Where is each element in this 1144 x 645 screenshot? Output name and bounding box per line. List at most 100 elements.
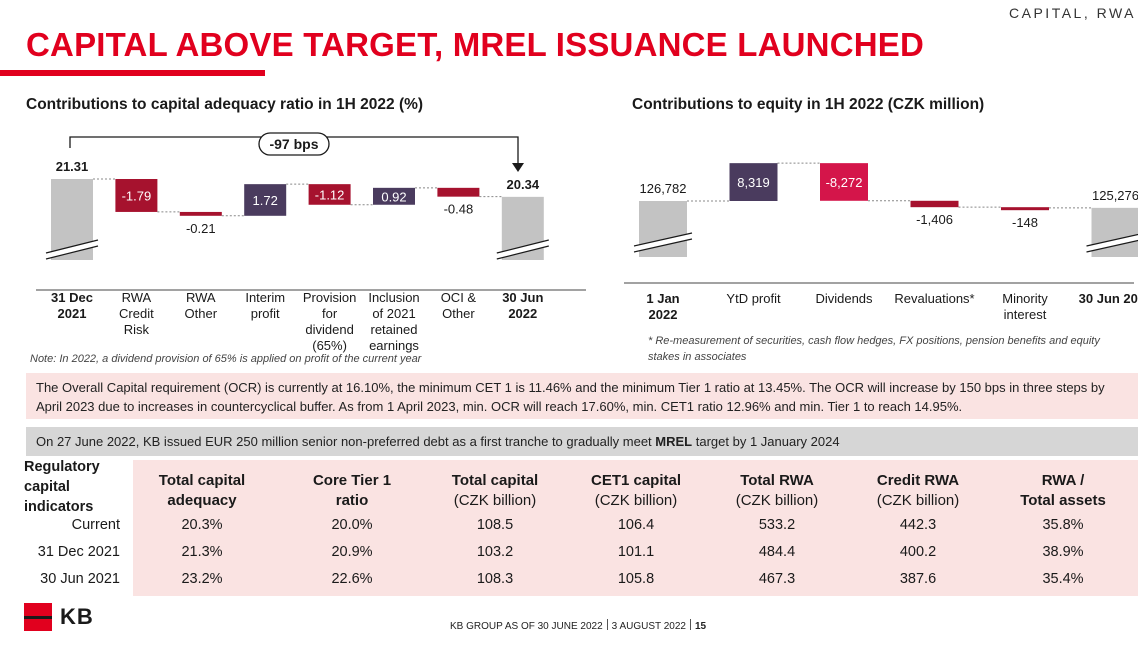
category-label: earnings	[369, 338, 419, 353]
table-cell: 35.4%	[1042, 571, 1084, 587]
table-column-header: RWA / Total assets	[988, 471, 1138, 511]
table-cell: 105.8	[617, 571, 655, 587]
footer: KB GROUP AS OF 30 JUNE 2022 3 AUGUST 2022…	[450, 619, 706, 632]
bar-value-label: -8,272	[826, 175, 863, 190]
waterfall-bar	[308, 184, 351, 205]
category-label: Revaluations*	[894, 291, 974, 306]
indicators-table-background	[133, 460, 1138, 596]
logo-text: KB	[60, 604, 94, 629]
table-column-header: Credit RWA (CZK billion)	[843, 471, 993, 511]
ocr-info-box: The Overall Capital requirement (OCR) is…	[26, 373, 1138, 419]
bar-value-label: -0.21	[186, 221, 216, 236]
column-header-line: ratio	[335, 492, 369, 509]
category-label: Interim	[245, 290, 285, 305]
table-row-label: 31 Dec 2021	[37, 544, 120, 560]
table-cell: 108.5	[476, 517, 514, 533]
table-cell: 467.3	[758, 571, 796, 587]
category-label: Other	[442, 306, 475, 321]
title-underline	[0, 70, 265, 76]
category-label: 30 Jun	[502, 290, 543, 305]
page-number: 15	[694, 621, 707, 632]
waterfall-bar	[1001, 207, 1049, 211]
column-header-line: Total capital	[451, 472, 539, 489]
table-cell: 387.6	[899, 571, 937, 587]
footer-date: 3 AUGUST 2022	[611, 621, 686, 632]
column-header-line: Total assets	[1020, 492, 1106, 509]
table-row-label: Current	[71, 517, 120, 533]
table-cell: 23.2%	[181, 571, 223, 587]
column-header-line: Credit RWA	[876, 472, 960, 489]
axis-break-line	[1086, 233, 1138, 247]
category-label: OCI &	[441, 290, 477, 305]
mrel-text-end: target by 1 January 2024	[692, 434, 840, 449]
axis-break-line	[496, 245, 549, 260]
table-cell: 103.2	[476, 544, 514, 560]
bracket-label-pill	[258, 132, 330, 156]
mrel-bold: MREL	[655, 434, 693, 449]
table-cell: 20.3%	[181, 517, 223, 533]
table-cell: 38.9%	[1042, 544, 1084, 560]
table-label-line: indicators	[24, 499, 94, 515]
category-label: Inclusion	[368, 290, 419, 305]
bracket-label: -97 bps	[269, 136, 318, 152]
category-label: dividend	[305, 322, 353, 337]
table-cell: 400.2	[899, 544, 937, 560]
waterfall-bar	[820, 163, 868, 201]
axis-break-line	[45, 245, 99, 260]
table-cell: 21.3%	[181, 544, 223, 560]
column-header-line: Total capital	[158, 472, 246, 489]
bracket-arrowhead	[512, 163, 524, 172]
table-row-label: 30 Jun 2021	[40, 571, 120, 587]
table-column-header: CET1 capital (CZK billion)	[561, 471, 711, 511]
table-cell: 20.9%	[331, 544, 373, 560]
table-cell: 533.2	[758, 517, 796, 533]
bar-value-label: -1.12	[315, 187, 345, 202]
column-header-line: adequacy	[167, 492, 237, 509]
equity-waterfall-chart: 126,782 8,319 -8,272 -1,406 -148 125,276 1 Jan…	[624, 162, 1138, 322]
table-label-line: Regulatory	[24, 459, 100, 475]
category-label: 2022	[508, 306, 537, 321]
axis-break-line	[633, 232, 693, 247]
section-tag: CAPITAL, RWA	[1009, 5, 1136, 21]
axis-break-gap	[1086, 234, 1138, 252]
table-column-header: Total capital (CZK billion)	[420, 471, 570, 511]
bar-value-label: 126,782	[640, 181, 687, 196]
table-label-line: capital	[24, 479, 70, 495]
waterfall-bar	[115, 179, 158, 212]
bar-value-label: 1.72	[253, 193, 278, 208]
footer-group: KB GROUP AS OF 30 JUNE 2022	[450, 621, 603, 632]
waterfall-bar	[244, 184, 287, 216]
category-label: for	[322, 306, 338, 321]
category-label: (65%)	[312, 338, 347, 353]
capital-adequacy-waterfall-chart: -97 bps 21.31 -1.79 -0.21 1.72 -1.12 0.92 -0.4…	[36, 132, 586, 353]
waterfall-bar	[179, 211, 222, 216]
column-header-line: (CZK billion)	[453, 492, 537, 509]
axis-break-gap	[634, 233, 692, 252]
category-label: YtD profit	[726, 291, 781, 306]
category-label: 2022	[649, 307, 678, 322]
category-label: retained	[371, 322, 418, 337]
table-column-header: Total capital adequacy	[127, 471, 277, 511]
category-label: 1 Jan	[646, 291, 679, 306]
table-column-header: Core Tier 1 ratio	[277, 471, 427, 511]
mrel-text-start: On 27 June 2022, KB issued EUR 250 milli…	[36, 434, 656, 449]
column-header-line: CET1 capital	[590, 472, 682, 489]
column-header-line: (CZK billion)	[876, 492, 960, 509]
category-label: Credit	[119, 306, 154, 321]
column-header-line: (CZK billion)	[735, 492, 819, 509]
category-label: interest	[1004, 307, 1047, 322]
category-label: 31 Dec	[51, 290, 93, 305]
category-label: RWA	[122, 290, 152, 305]
category-label: profit	[251, 306, 280, 321]
category-label: of 2021	[372, 306, 415, 321]
logo-bar	[24, 616, 52, 619]
column-header-line: (CZK billion)	[594, 492, 678, 509]
table-cell: 22.6%	[331, 571, 373, 587]
bar-value-label: 20.34	[507, 177, 540, 192]
mrel-info-box: On 27 June 2022, KB issued EUR 250 milli…	[26, 427, 1138, 456]
bar-value-label: -1,406	[916, 212, 953, 227]
category-label: Other	[185, 306, 218, 321]
category-label: Provision	[303, 290, 356, 305]
table-cell: 101.1	[617, 544, 655, 560]
bar-value-label: 125,276	[1092, 188, 1138, 203]
